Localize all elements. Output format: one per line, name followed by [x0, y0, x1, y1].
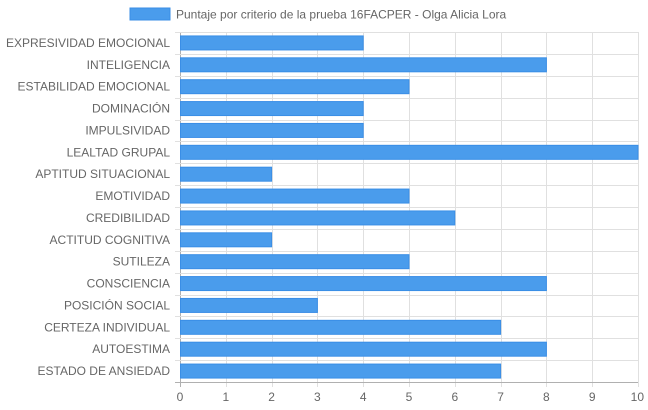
- tick-label: 3: [314, 390, 321, 404]
- category-label: SUTILEZA: [113, 255, 170, 269]
- tick-label: 7: [497, 390, 504, 404]
- category-label: AUTOESTIMA: [92, 342, 170, 356]
- category-label: ESTADO DE ANSIEDAD: [38, 364, 171, 378]
- category-label: IMPULSIVIDAD: [85, 123, 170, 137]
- tick-label: 5: [406, 390, 413, 404]
- tick-label: 9: [589, 390, 596, 404]
- bar[interactable]: [180, 122, 364, 138]
- category-label: ACTITUD COGNITIVA: [50, 233, 170, 247]
- category-label: CONSCIENCIA: [87, 277, 170, 291]
- bar[interactable]: [180, 144, 639, 160]
- category-label: EXPRESIVIDAD EMOCIONAL: [6, 36, 170, 50]
- category-label: ESTABILIDAD EMOCIONAL: [18, 80, 171, 94]
- bar[interactable]: [180, 166, 273, 182]
- category-label: EMOTIVIDAD: [95, 189, 170, 203]
- bar[interactable]: [180, 341, 547, 357]
- legend-label: Puntaje por criterio de la prueba 16FACP…: [176, 8, 507, 22]
- tick-label: 0: [177, 390, 184, 404]
- category-label: DOMINACIÓN: [92, 101, 170, 116]
- tick-label: 10: [631, 390, 645, 404]
- tick-label: 8: [543, 390, 550, 404]
- bar[interactable]: [180, 79, 410, 95]
- bar[interactable]: [180, 188, 410, 204]
- bar[interactable]: [180, 210, 456, 226]
- bar[interactable]: [180, 276, 547, 292]
- x-axis-ticks: 0 1 2 3 4 5 6 7 8 9 10: [177, 390, 645, 404]
- bar[interactable]: [180, 363, 502, 379]
- legend[interactable]: Puntaje por criterio de la prueba 16FACP…: [129, 7, 507, 22]
- category-label: CREDIBILIDAD: [86, 211, 170, 225]
- category-labels: EXPRESIVIDAD EMOCIONAL INTELIGENCIA ESTABI…: [6, 36, 170, 378]
- bar[interactable]: [180, 57, 547, 73]
- bar[interactable]: [180, 319, 502, 335]
- category-label: APTITUD SITUACIONAL: [35, 167, 170, 181]
- tick-label: 1: [222, 390, 229, 404]
- bar[interactable]: [180, 232, 273, 248]
- category-label: POSICIÓN SOCIAL: [64, 297, 170, 312]
- tick-label: 4: [360, 390, 367, 404]
- bar[interactable]: [180, 35, 364, 51]
- tick-label: 6: [451, 390, 458, 404]
- bars: [180, 35, 639, 379]
- category-label: INTELIGENCIA: [87, 58, 170, 72]
- legend-swatch: [129, 7, 171, 21]
- bar[interactable]: [180, 297, 318, 313]
- category-label: CERTEZA INDIVIDUAL: [44, 320, 170, 334]
- tick-label: 2: [268, 390, 275, 404]
- category-label: LEALTAD GRUPAL: [67, 145, 171, 159]
- bar[interactable]: [180, 101, 364, 117]
- bar[interactable]: [180, 254, 410, 270]
